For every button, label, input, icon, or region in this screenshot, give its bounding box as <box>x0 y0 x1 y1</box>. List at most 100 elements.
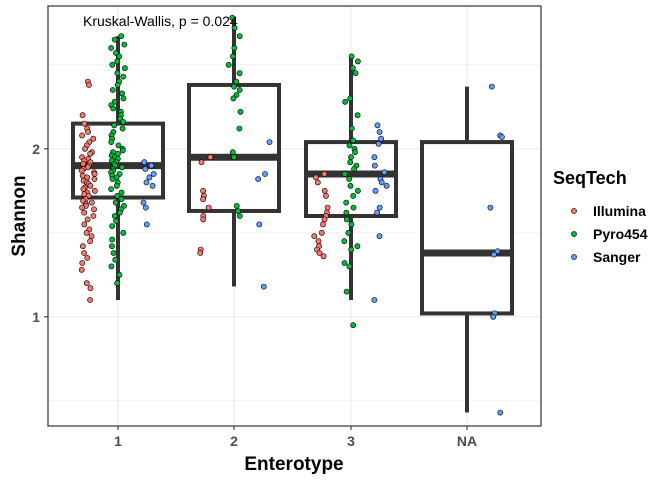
data-point-sanger <box>498 134 505 140</box>
data-point-illumina <box>81 120 88 127</box>
data-point-illumina <box>79 204 85 211</box>
data-point-illumina <box>321 187 328 194</box>
data-point-sanger <box>260 283 267 290</box>
data-point-pyro454 <box>114 58 121 65</box>
data-point-pyro454 <box>236 70 243 77</box>
data-point-illumina <box>85 129 91 135</box>
data-point-pyro454 <box>116 271 123 278</box>
data-point-illumina <box>81 250 87 256</box>
data-point-pyro454 <box>352 70 359 77</box>
data-point-pyro454 <box>109 61 116 68</box>
data-point-illumina <box>81 209 88 216</box>
data-point-sanger <box>140 199 147 206</box>
data-point-illumina <box>312 174 319 181</box>
data-point-pyro454 <box>350 137 356 144</box>
data-point-pyro454 <box>111 122 118 129</box>
data-point-pyro454 <box>119 147 126 154</box>
data-point-sanger <box>256 221 263 228</box>
data-point-pyro454 <box>348 221 355 228</box>
x-axis: 1 2 3 NA <box>114 426 477 449</box>
data-point-pyro454 <box>229 149 236 156</box>
data-point-pyro454 <box>354 187 361 194</box>
data-point-pyro454 <box>118 196 125 203</box>
legend-key-pyro454 <box>571 231 577 237</box>
data-point-sanger <box>141 159 148 166</box>
data-point-illumina <box>88 233 95 240</box>
data-point-pyro454 <box>342 98 348 105</box>
data-point-illumina <box>316 250 323 256</box>
data-point-pyro454 <box>111 36 118 43</box>
legend: SeqTech Illumina Pyro454 Sanger <box>553 168 648 265</box>
data-point-sanger <box>494 248 501 255</box>
legend-label-illumina: Illumina <box>593 203 646 219</box>
data-point-pyro454 <box>346 142 353 149</box>
data-point-pyro454 <box>346 263 353 270</box>
data-point-illumina <box>84 216 91 223</box>
data-point-sanger <box>143 179 150 186</box>
data-point-pyro454 <box>111 213 118 219</box>
data-point-pyro454 <box>351 166 357 172</box>
data-point-illumina <box>323 192 329 199</box>
data-point-pyro454 <box>109 87 116 93</box>
x-tick-label: NA <box>457 433 477 449</box>
data-point-pyro454 <box>115 142 122 149</box>
data-point-sanger <box>149 182 156 189</box>
y-axis: 12 <box>32 141 48 325</box>
data-point-pyro454 <box>350 192 357 199</box>
data-point-sanger <box>146 174 153 181</box>
data-point-sanger <box>376 129 383 135</box>
data-point-pyro454 <box>229 53 236 60</box>
data-point-sanger <box>381 169 388 176</box>
data-point-pyro454 <box>114 70 121 77</box>
data-point-pyro454 <box>347 182 354 189</box>
legend-key-illumina <box>571 208 577 214</box>
legend-label-pyro454: Pyro454 <box>593 226 648 242</box>
data-point-sanger <box>490 251 497 258</box>
data-point-sanger <box>371 162 378 169</box>
data-point-pyro454 <box>343 199 350 206</box>
kruskal-wallis-annotation: Kruskal-Wallis, p = 0.024 <box>83 13 238 29</box>
data-point-illumina <box>315 238 322 245</box>
data-point-sanger <box>148 162 155 169</box>
data-point-pyro454 <box>109 243 115 250</box>
data-point-sanger <box>376 204 383 211</box>
data-point-sanger <box>488 83 495 90</box>
data-point-sanger <box>142 204 149 211</box>
data-point-pyro454 <box>118 33 125 40</box>
data-point-pyro454 <box>345 229 352 236</box>
data-point-illumina <box>91 176 98 182</box>
data-point-pyro454 <box>348 154 354 161</box>
data-point-pyro454 <box>348 53 355 60</box>
data-point-sanger <box>376 233 383 240</box>
data-point-pyro454 <box>118 189 125 196</box>
data-point-pyro454 <box>350 204 357 211</box>
data-point-illumina <box>205 204 212 211</box>
data-point-pyro454 <box>117 209 123 216</box>
panel-border <box>47 5 542 427</box>
point-layer <box>78 14 505 416</box>
data-point-sanger <box>371 297 378 303</box>
x-tick-label: 3 <box>347 433 355 449</box>
data-point-pyro454 <box>109 176 116 182</box>
data-point-pyro454 <box>341 260 348 266</box>
data-point-sanger <box>371 154 378 161</box>
data-point-pyro454 <box>112 256 119 263</box>
legend-title: SeqTech <box>553 168 627 188</box>
data-point-illumina <box>314 179 321 186</box>
box-iqr <box>187 82 281 213</box>
data-point-pyro454 <box>236 125 243 132</box>
data-point-sanger <box>372 187 379 194</box>
data-point-illumina <box>82 145 88 152</box>
data-point-pyro454 <box>235 208 241 214</box>
data-point-illumina <box>80 160 87 167</box>
data-point-pyro454 <box>113 218 119 224</box>
data-point-illumina <box>78 167 85 174</box>
data-point-pyro454 <box>346 176 353 182</box>
data-point-pyro454 <box>341 171 348 177</box>
data-point-pyro454 <box>120 95 127 102</box>
data-point-pyro454 <box>229 14 236 21</box>
data-point-illumina <box>78 266 85 273</box>
data-point-pyro454 <box>354 112 361 119</box>
